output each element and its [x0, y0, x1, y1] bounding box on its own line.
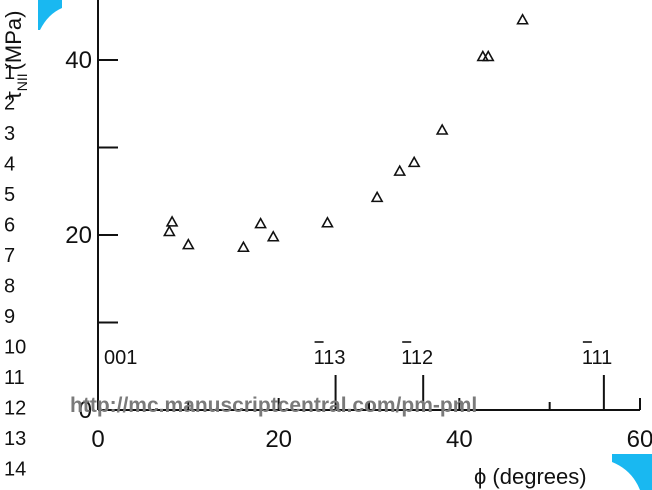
line-number: 5	[4, 184, 15, 206]
line-number: 6	[4, 215, 15, 237]
line-number: 10	[4, 337, 26, 359]
corner-mark-top-left	[38, 0, 62, 30]
line-number: 3	[4, 123, 15, 145]
x-tick-label: 60	[627, 426, 652, 453]
line-number: 4	[4, 154, 15, 176]
data-point	[254, 216, 267, 229]
data-point	[181, 237, 195, 250]
data-point	[321, 216, 334, 228]
data-point	[266, 230, 280, 242]
corner-mark-bottom-right	[612, 454, 652, 490]
line-number: 12	[4, 398, 26, 420]
data-point	[163, 224, 176, 237]
y-axis-title-sub: NII	[14, 73, 30, 91]
orientation-label: 113	[314, 347, 346, 369]
watermark: http://mc.manuscriptcentral.com/pm-pml	[70, 394, 477, 417]
x-tick-label: 0	[91, 426, 104, 453]
data-point	[516, 13, 529, 25]
data-point	[370, 190, 384, 203]
line-number: 2	[4, 93, 15, 115]
data-points	[163, 13, 529, 253]
axes	[97, 0, 640, 411]
data-point	[435, 123, 449, 135]
data-point	[237, 240, 250, 253]
y-axis-title: τNII (MPa)	[1, 11, 30, 100]
y-axis-title-unit: (MPa)	[1, 11, 26, 71]
data-point	[481, 49, 495, 62]
data-point	[393, 164, 407, 176]
orientation-label: 111	[582, 347, 612, 369]
line-number: 14	[4, 459, 26, 481]
x-axis-title: ϕ (degrees)	[474, 464, 587, 489]
orientation-label-001: 001	[104, 347, 137, 369]
data-point	[407, 155, 421, 168]
x-ticks: 0 20 40 60	[91, 398, 652, 453]
x-tick-label: 20	[265, 426, 292, 453]
y-tick-label: 20	[65, 222, 92, 249]
line-number: 13	[4, 428, 26, 450]
data-point	[165, 215, 179, 227]
line-number: 7	[4, 245, 15, 267]
line-number: 1	[4, 62, 15, 84]
y-ticks: 0 20 40	[65, 47, 118, 424]
y-tick-label: 40	[65, 47, 92, 74]
y-axis-title-main: τ	[1, 91, 26, 100]
line-number: 9	[4, 306, 15, 328]
orientation-label: 112	[401, 347, 433, 369]
line-number: 11	[4, 367, 25, 389]
orientation-annotations: 001 113 112 111	[104, 341, 612, 410]
x-tick-label: 40	[446, 426, 473, 453]
line-number: 8	[4, 276, 15, 298]
y-tick-label: 0	[79, 397, 92, 424]
